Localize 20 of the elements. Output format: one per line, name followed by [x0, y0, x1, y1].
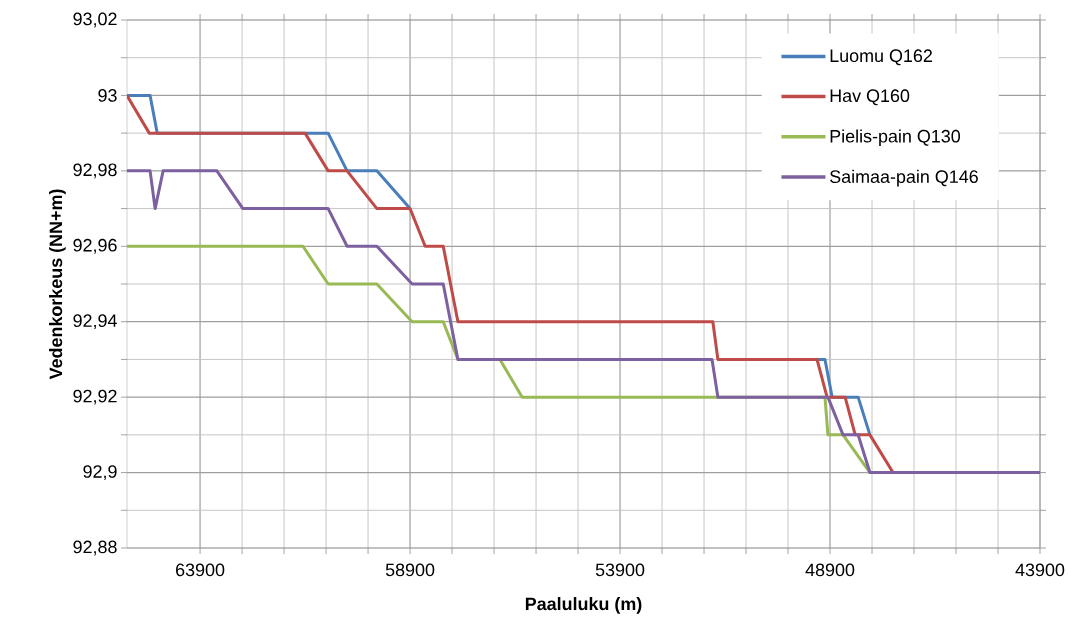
line-series	[126, 169, 1040, 475]
y-tick-label: 92,98	[73, 163, 117, 179]
x-axis-title: Paaluluku (m)	[525, 597, 642, 614]
y-tick-label: 93	[98, 89, 117, 102]
x-tick-label: 58900	[385, 563, 435, 577]
legend-label: Saimaa-pain Q146	[830, 169, 978, 187]
y-axis-title: Vedenkorkeus (NN+m)	[49, 189, 66, 380]
y-tick-label: 92,88	[73, 540, 117, 556]
x-tick-label: 43900	[1015, 563, 1065, 577]
x-tick-label: 53900	[595, 563, 645, 577]
legend-label: Pielis-pain Q130	[830, 129, 961, 147]
y-tick-label: 92,92	[73, 389, 117, 405]
y-tick-label: 92,94	[73, 314, 117, 330]
y-tick-label: 92,96	[73, 238, 117, 254]
x-tick-label: 48900	[805, 563, 855, 577]
legend-label: Hav Q160	[830, 89, 910, 106]
y-tick-label: 92,9	[83, 465, 117, 480]
legend-label: Luomu Q162	[830, 49, 932, 66]
y-tick-label: 93,02	[73, 12, 117, 28]
x-tick-label: 63900	[176, 563, 225, 577]
